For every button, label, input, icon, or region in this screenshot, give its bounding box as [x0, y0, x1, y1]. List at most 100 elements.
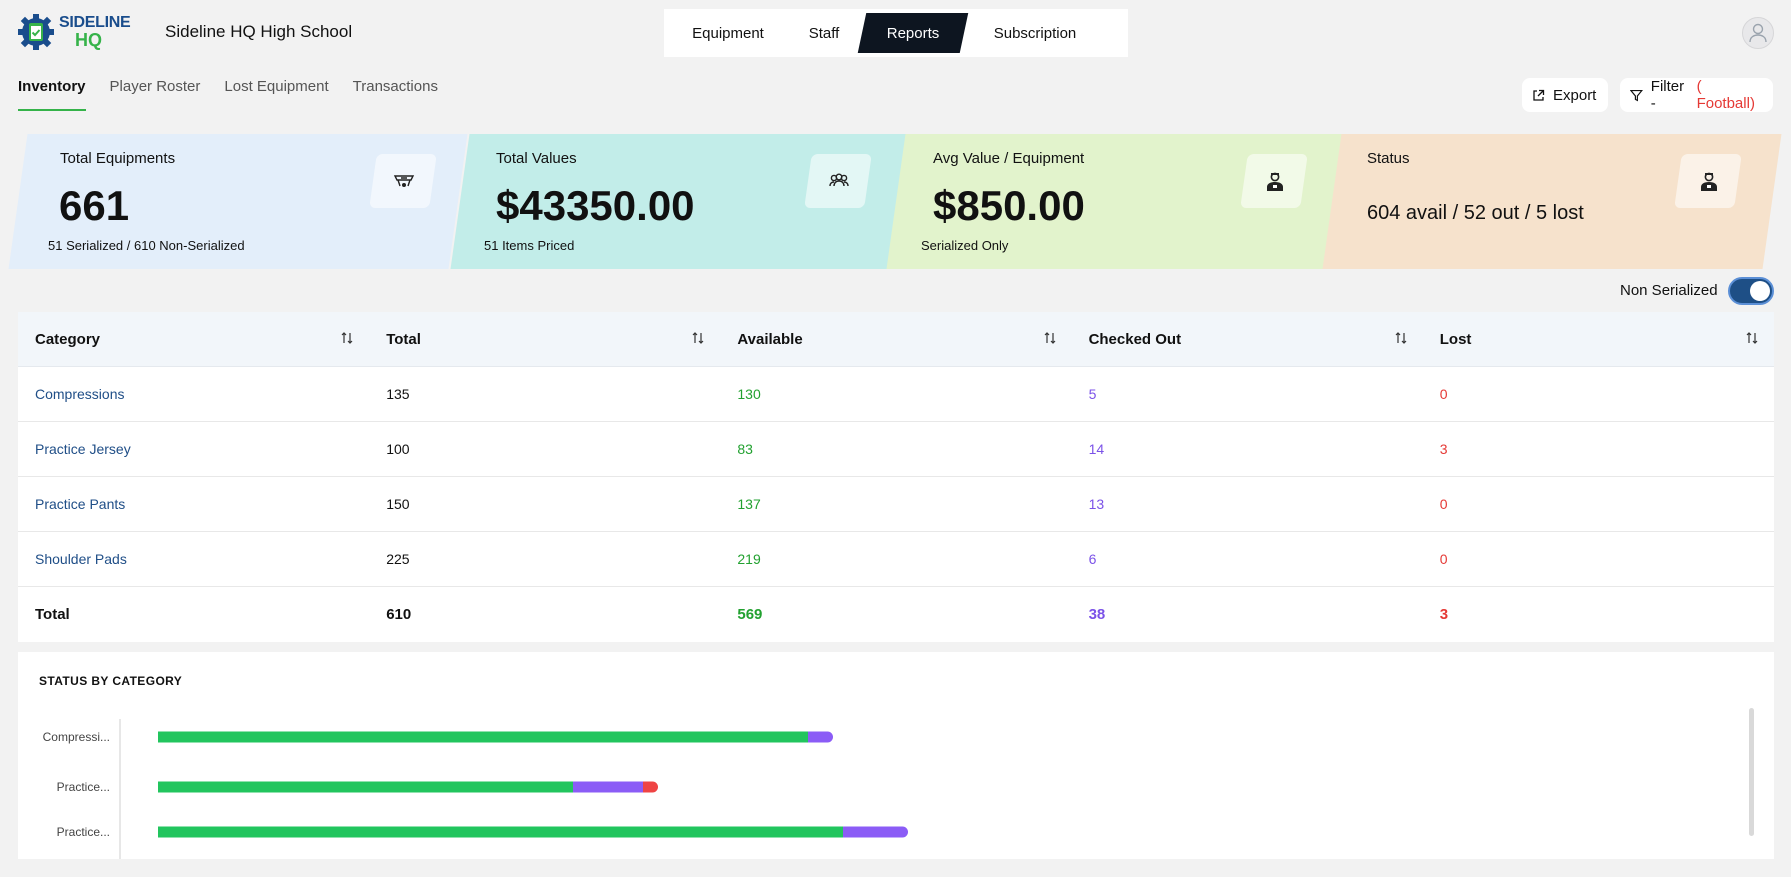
- sort-icon[interactable]: [341, 331, 353, 345]
- cell-available: 569: [737, 606, 763, 623]
- table-total-row: Total 610 569 38 3: [18, 587, 1774, 642]
- card-title: Total Equipments: [60, 150, 176, 167]
- nav-subscription[interactable]: Subscription: [970, 9, 1100, 57]
- logo-line1: SIDELINE: [59, 14, 131, 31]
- stat-card-status: Status 604 avail / 52 out / 5 lost: [1322, 134, 1782, 269]
- user-badge-icon: [1240, 154, 1308, 208]
- cell-lost: 0: [1439, 551, 1448, 567]
- cell-category[interactable]: Practice Pants: [35, 496, 126, 512]
- subtab-lost-equipment[interactable]: Lost Equipment: [224, 78, 329, 95]
- card-subtitle: 51 Serialized / 610 Non-Serialized: [48, 238, 245, 253]
- status-by-category-chart: STATUS BY CATEGORY Compressi... Practice.…: [18, 652, 1774, 859]
- nav-equipment[interactable]: Equipment: [664, 9, 792, 57]
- chart-bar-checked-out-join: [843, 826, 849, 838]
- card-value: $43350.00: [496, 182, 695, 229]
- subtab-inventory[interactable]: Inventory: [18, 78, 86, 111]
- nav-label: Reports: [886, 24, 940, 42]
- sort-icon[interactable]: [1044, 331, 1056, 345]
- user-avatar[interactable]: [1742, 17, 1774, 49]
- card-value: $850.00: [933, 182, 1085, 229]
- cell-checked-out: 38: [1088, 606, 1106, 623]
- card-value: 604 avail / 52 out / 5 lost: [1367, 202, 1584, 224]
- cell-checked-out: 5: [1088, 386, 1097, 402]
- cell-lost: 3: [1439, 441, 1448, 457]
- cell-total: 150: [386, 496, 410, 512]
- cell-available: 130: [737, 386, 761, 402]
- filter-label: Filter -: [1650, 78, 1685, 112]
- card-title: Total Values: [496, 150, 577, 167]
- cell-available: 137: [737, 496, 761, 512]
- export-button[interactable]: Export: [1522, 78, 1608, 112]
- external-link-icon: [1533, 89, 1545, 101]
- table-row[interactable]: Practice Pants 150 137 13 0: [18, 477, 1774, 532]
- nav-label: Equipment: [692, 24, 764, 42]
- chart-bar-available[interactable]: [158, 731, 808, 743]
- sort-icon[interactable]: [692, 331, 704, 345]
- cell-category[interactable]: Shoulder Pads: [35, 551, 127, 567]
- export-label: Export: [1553, 86, 1597, 104]
- table-header: Category Total Available Checked Out Los…: [18, 312, 1774, 367]
- nav-staff[interactable]: Staff: [792, 9, 856, 57]
- chart-canvas: Compressi... Practice... Practice...: [43, 719, 908, 859]
- cell-lost: 0: [1439, 496, 1448, 512]
- cell-checked-out: 6: [1088, 551, 1097, 567]
- logo-line2: HQ: [75, 30, 102, 50]
- column-header-lost[interactable]: Lost: [1423, 312, 1774, 366]
- chart-bar-checked-out[interactable]: [808, 731, 833, 743]
- filter-value: ( Football): [1696, 78, 1755, 112]
- cell-lost: 0: [1439, 386, 1448, 402]
- cell-category[interactable]: Practice Jersey: [35, 441, 131, 457]
- cell-category: Total: [35, 606, 70, 623]
- main-nav: Equipment Staff Reports Subscription: [664, 9, 1128, 57]
- logo-gear-icon: [18, 14, 54, 50]
- column-header-total[interactable]: Total: [369, 312, 720, 366]
- report-subtabs: Inventory Player Roster Lost Equipment T…: [18, 78, 438, 111]
- nav-reports[interactable]: Reports: [856, 9, 970, 57]
- chart-bar-checked-out[interactable]: [573, 781, 643, 793]
- cell-lost: 3: [1439, 606, 1449, 623]
- equipment-icon: [369, 154, 437, 208]
- card-value: 661: [59, 182, 130, 229]
- nav-label: Staff: [808, 24, 840, 42]
- subtab-transactions[interactable]: Transactions: [352, 78, 438, 95]
- stat-card-total-values: Total Values $43350.00 51 Items Priced: [450, 134, 908, 269]
- chart-scrollbar[interactable]: [1749, 708, 1754, 836]
- chart-category-label: Practice...: [57, 780, 110, 794]
- top-header: SIDELINE HQ Sideline HQ High School Equi…: [0, 0, 1791, 66]
- cell-total: 225: [386, 551, 410, 567]
- column-header-available[interactable]: Available: [720, 312, 1071, 366]
- column-label: Lost: [1439, 330, 1472, 348]
- chart-bar-available[interactable]: [158, 826, 843, 838]
- cell-total: 610: [386, 606, 412, 623]
- chart-bar-lost-join: [643, 781, 649, 793]
- school-name: Sideline HQ High School: [165, 22, 353, 41]
- column-header-checked-out[interactable]: Checked Out: [1072, 312, 1423, 366]
- app-logo[interactable]: SIDELINE HQ: [18, 14, 131, 50]
- non-serialized-toggle[interactable]: [1728, 277, 1774, 305]
- cell-available: 219: [737, 551, 761, 567]
- cell-available: 83: [737, 441, 753, 457]
- filter-icon: [1630, 89, 1643, 101]
- chart-bar-available[interactable]: [158, 781, 573, 793]
- cell-total: 100: [386, 441, 410, 457]
- chart-title: STATUS BY CATEGORY: [39, 674, 183, 688]
- sort-icon[interactable]: [1746, 331, 1758, 345]
- sort-icon[interactable]: [1395, 331, 1407, 345]
- card-subtitle: 51 Items Priced: [484, 238, 575, 253]
- cell-checked-out: 14: [1088, 441, 1105, 457]
- subtab-player-roster[interactable]: Player Roster: [109, 78, 201, 95]
- logo-wordmark: SIDELINE HQ: [59, 14, 131, 50]
- people-icon: [804, 154, 872, 208]
- toggle-knob: [1750, 281, 1770, 301]
- chart-bar-checked-out[interactable]: [843, 826, 908, 838]
- stat-card-avg-value: Avg Value / Equipment $850.00 Serialized…: [886, 134, 1344, 269]
- cell-category[interactable]: Compressions: [35, 386, 125, 402]
- filter-button[interactable]: Filter - ( Football): [1620, 78, 1773, 112]
- user-badge-icon: [1674, 154, 1742, 208]
- table-row[interactable]: Practice Jersey 100 83 14 3: [18, 422, 1774, 477]
- column-header-category[interactable]: Category: [18, 312, 369, 366]
- table-row[interactable]: Shoulder Pads 225 219 6 0: [18, 532, 1774, 587]
- table-row[interactable]: Compressions 135 130 5 0: [18, 367, 1774, 422]
- column-label: Checked Out: [1088, 330, 1182, 348]
- card-title: Status: [1367, 150, 1410, 167]
